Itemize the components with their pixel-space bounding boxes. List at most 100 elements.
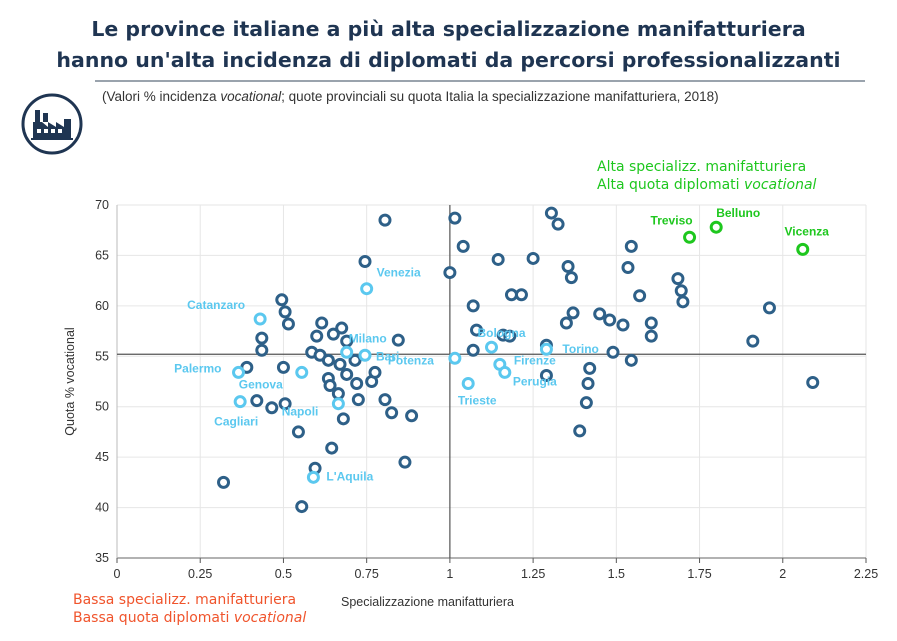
point-label: Torino bbox=[562, 342, 598, 356]
data-point bbox=[624, 353, 638, 367]
data-point bbox=[336, 412, 350, 426]
labeled-data-point bbox=[253, 312, 267, 326]
data-point bbox=[624, 239, 638, 253]
data-point bbox=[674, 284, 688, 298]
data-point bbox=[281, 317, 295, 331]
data-point bbox=[291, 425, 305, 439]
data-point bbox=[348, 353, 362, 367]
quadrant-high-line-1: Alta specializz. manifatturiera bbox=[597, 159, 807, 175]
data-point bbox=[278, 397, 292, 411]
y-tick-label: 45 bbox=[95, 450, 109, 464]
point-label: Bologna bbox=[478, 326, 526, 340]
data-point bbox=[593, 307, 607, 321]
data-point bbox=[350, 377, 364, 391]
high-data-point bbox=[796, 242, 810, 256]
data-point bbox=[676, 295, 690, 309]
title-line-2: hanno un'alta incidenza di diplomati da … bbox=[56, 48, 841, 72]
point-label: Catanzaro bbox=[187, 298, 245, 312]
data-point bbox=[351, 393, 365, 407]
point-labels: Catanzaro Venezia Milano Bari Palermo Genova C… bbox=[174, 206, 829, 483]
data-point bbox=[539, 368, 553, 382]
title-line-1: Le province italiane a più alta speciali… bbox=[91, 17, 806, 41]
x-tick-label: 1.5 bbox=[608, 567, 625, 581]
data-point bbox=[559, 316, 573, 330]
data-point bbox=[579, 396, 593, 410]
data-point bbox=[310, 329, 324, 343]
quadrant-high-label: Alta specializz. manifatturiera Alta quo… bbox=[597, 158, 816, 194]
y-tick-label: 55 bbox=[95, 349, 109, 363]
x-tick-label: 2.25 bbox=[854, 567, 878, 581]
point-label: Bari bbox=[376, 349, 399, 363]
data-point bbox=[616, 318, 630, 332]
x-tick-label: 0.5 bbox=[275, 567, 292, 581]
data-point bbox=[491, 252, 505, 266]
data-point bbox=[633, 289, 647, 303]
chart-title: Le province italiane a più alta speciali… bbox=[0, 14, 897, 76]
data-point bbox=[456, 239, 470, 253]
point-label: Treviso bbox=[651, 213, 693, 227]
y-tick-label: 50 bbox=[95, 400, 109, 414]
data-point bbox=[323, 379, 337, 393]
labeled-data-point bbox=[498, 365, 512, 379]
data-point bbox=[278, 305, 292, 319]
data-point bbox=[573, 424, 587, 438]
high-data-point bbox=[683, 230, 697, 244]
data-point bbox=[255, 343, 269, 357]
x-tick-label: 1 bbox=[446, 567, 453, 581]
data-point bbox=[325, 441, 339, 455]
y-tick-label: 40 bbox=[95, 501, 109, 515]
x-axis-label: Specializzazione manifatturiera bbox=[341, 595, 514, 609]
point-label: Milano bbox=[349, 331, 387, 345]
point-label: Potenza bbox=[388, 353, 434, 367]
labeled-data-point bbox=[331, 397, 345, 411]
y-tick-label: 65 bbox=[95, 248, 109, 262]
data-point bbox=[581, 377, 595, 391]
data-point bbox=[276, 360, 290, 374]
data-point bbox=[671, 272, 685, 286]
x-tick-label: 0 bbox=[114, 567, 121, 581]
y-tick-label: 60 bbox=[95, 299, 109, 313]
labeled-data-point bbox=[295, 365, 309, 379]
data-point bbox=[526, 251, 540, 265]
labeled-data-point bbox=[360, 282, 374, 296]
y-axis-label: Quota % vocational bbox=[63, 327, 77, 435]
data-point bbox=[448, 211, 462, 225]
data-point bbox=[603, 313, 617, 327]
labeled-data-point bbox=[539, 342, 553, 356]
quadrant-low-line-1: Bassa specializz. manifatturiera bbox=[73, 592, 297, 608]
data-point bbox=[405, 409, 419, 423]
data-point bbox=[606, 345, 620, 359]
data-point bbox=[391, 333, 405, 347]
labeled-data-point bbox=[448, 351, 462, 365]
chart-subtitle: (Valori % incidenza vocational; quote pr… bbox=[102, 89, 719, 104]
data-point bbox=[321, 353, 335, 367]
data-point bbox=[746, 334, 760, 348]
data-point bbox=[255, 331, 269, 345]
grid-lines bbox=[116, 204, 867, 559]
data-point bbox=[315, 316, 329, 330]
data-point bbox=[561, 260, 575, 274]
data-point bbox=[265, 401, 279, 415]
labeled-data-point bbox=[233, 395, 247, 409]
point-label: Palermo bbox=[174, 361, 221, 375]
data-point bbox=[340, 367, 354, 381]
data-point bbox=[217, 475, 231, 489]
title-divider bbox=[95, 80, 865, 82]
subtitle-emphasis: vocational bbox=[220, 89, 282, 104]
x-tick-label: 2 bbox=[779, 567, 786, 581]
data-point bbox=[644, 329, 658, 343]
data-point bbox=[466, 299, 480, 313]
y-tick-label: 35 bbox=[95, 551, 109, 565]
labeled-data-point bbox=[358, 348, 372, 362]
data-point bbox=[326, 327, 340, 341]
data-points bbox=[217, 206, 820, 514]
data-point bbox=[806, 376, 820, 390]
quadrant-high-line-2: Alta quota diplomati vocational bbox=[597, 177, 817, 193]
x-tick-label: 1.25 bbox=[521, 567, 545, 581]
point-label: Napoli bbox=[282, 405, 319, 419]
point-label: Venezia bbox=[377, 266, 421, 280]
point-label: Trieste bbox=[458, 394, 497, 408]
data-point bbox=[551, 217, 565, 231]
data-point bbox=[378, 393, 392, 407]
